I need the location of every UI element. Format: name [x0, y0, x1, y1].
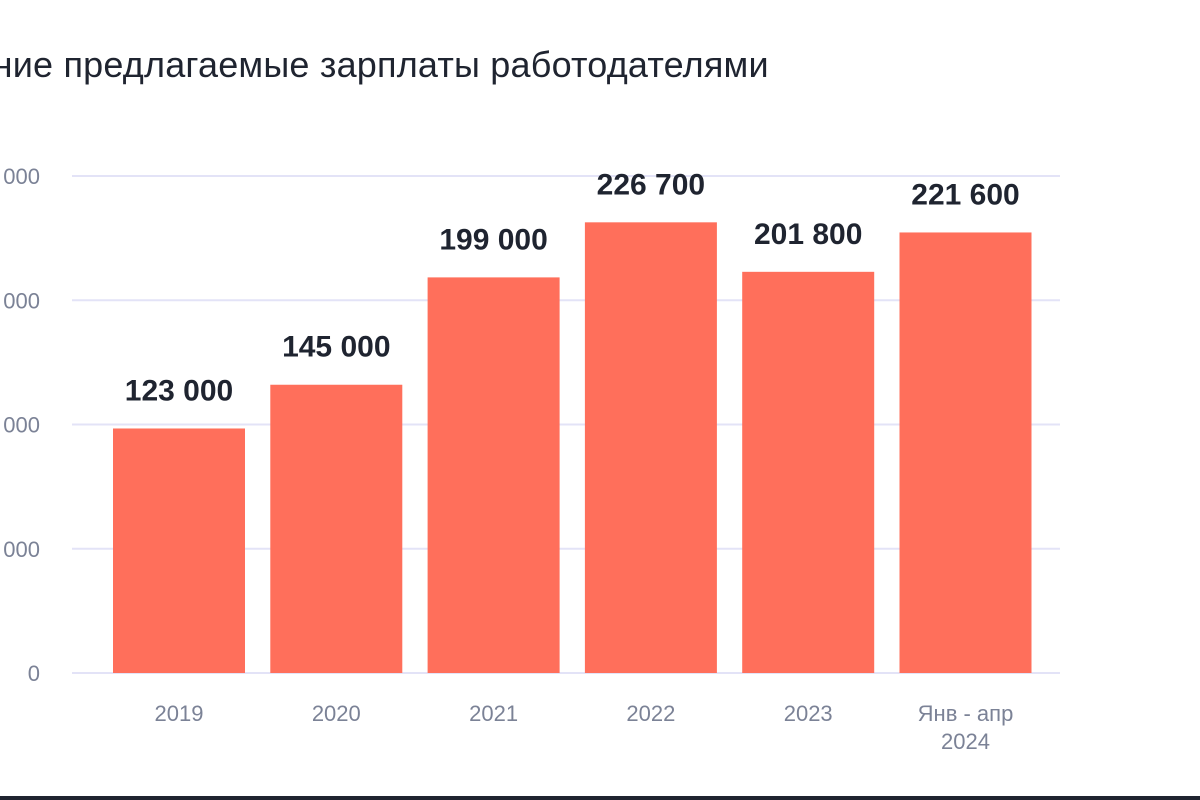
value-label: 199 000 [439, 223, 547, 256]
value-label: 123 000 [125, 374, 233, 407]
value-label: 201 800 [754, 218, 862, 251]
x-tick-label: 2019 [155, 701, 204, 726]
bar [270, 384, 403, 673]
y-tick-label: 000 [3, 288, 40, 313]
chart-title: едние предлагаемые зарплаты работодателя… [0, 44, 769, 85]
x-tick-label: 2022 [626, 701, 675, 726]
y-tick-label: 000 [3, 413, 40, 438]
y-tick-label: 000 [3, 537, 40, 562]
y-tick-label: 000 [3, 164, 40, 189]
bar [427, 277, 560, 673]
bar [899, 232, 1032, 673]
bottom-divider [0, 796, 1200, 800]
value-label: 226 700 [597, 168, 705, 201]
x-tick-label: 2020 [312, 701, 361, 726]
x-tick-label: 2021 [469, 701, 518, 726]
x-tick-label: Янв - апр [918, 701, 1014, 726]
x-tick-label: 2024 [941, 729, 990, 754]
bars [113, 222, 1032, 673]
bar [113, 428, 245, 673]
x-axis-ticks: 2019 2020 2021 2022 2023 Янв - апр 2024 [155, 701, 1014, 754]
y-tick-label: 0 [28, 661, 40, 686]
value-labels: 123 000 145 000 199 000 226 700 201 800 221 6… [125, 168, 1020, 407]
bar [742, 271, 875, 673]
value-label: 145 000 [282, 331, 390, 364]
value-label: 221 600 [911, 178, 1019, 211]
x-tick-label: 2023 [784, 701, 833, 726]
bar [584, 222, 717, 673]
